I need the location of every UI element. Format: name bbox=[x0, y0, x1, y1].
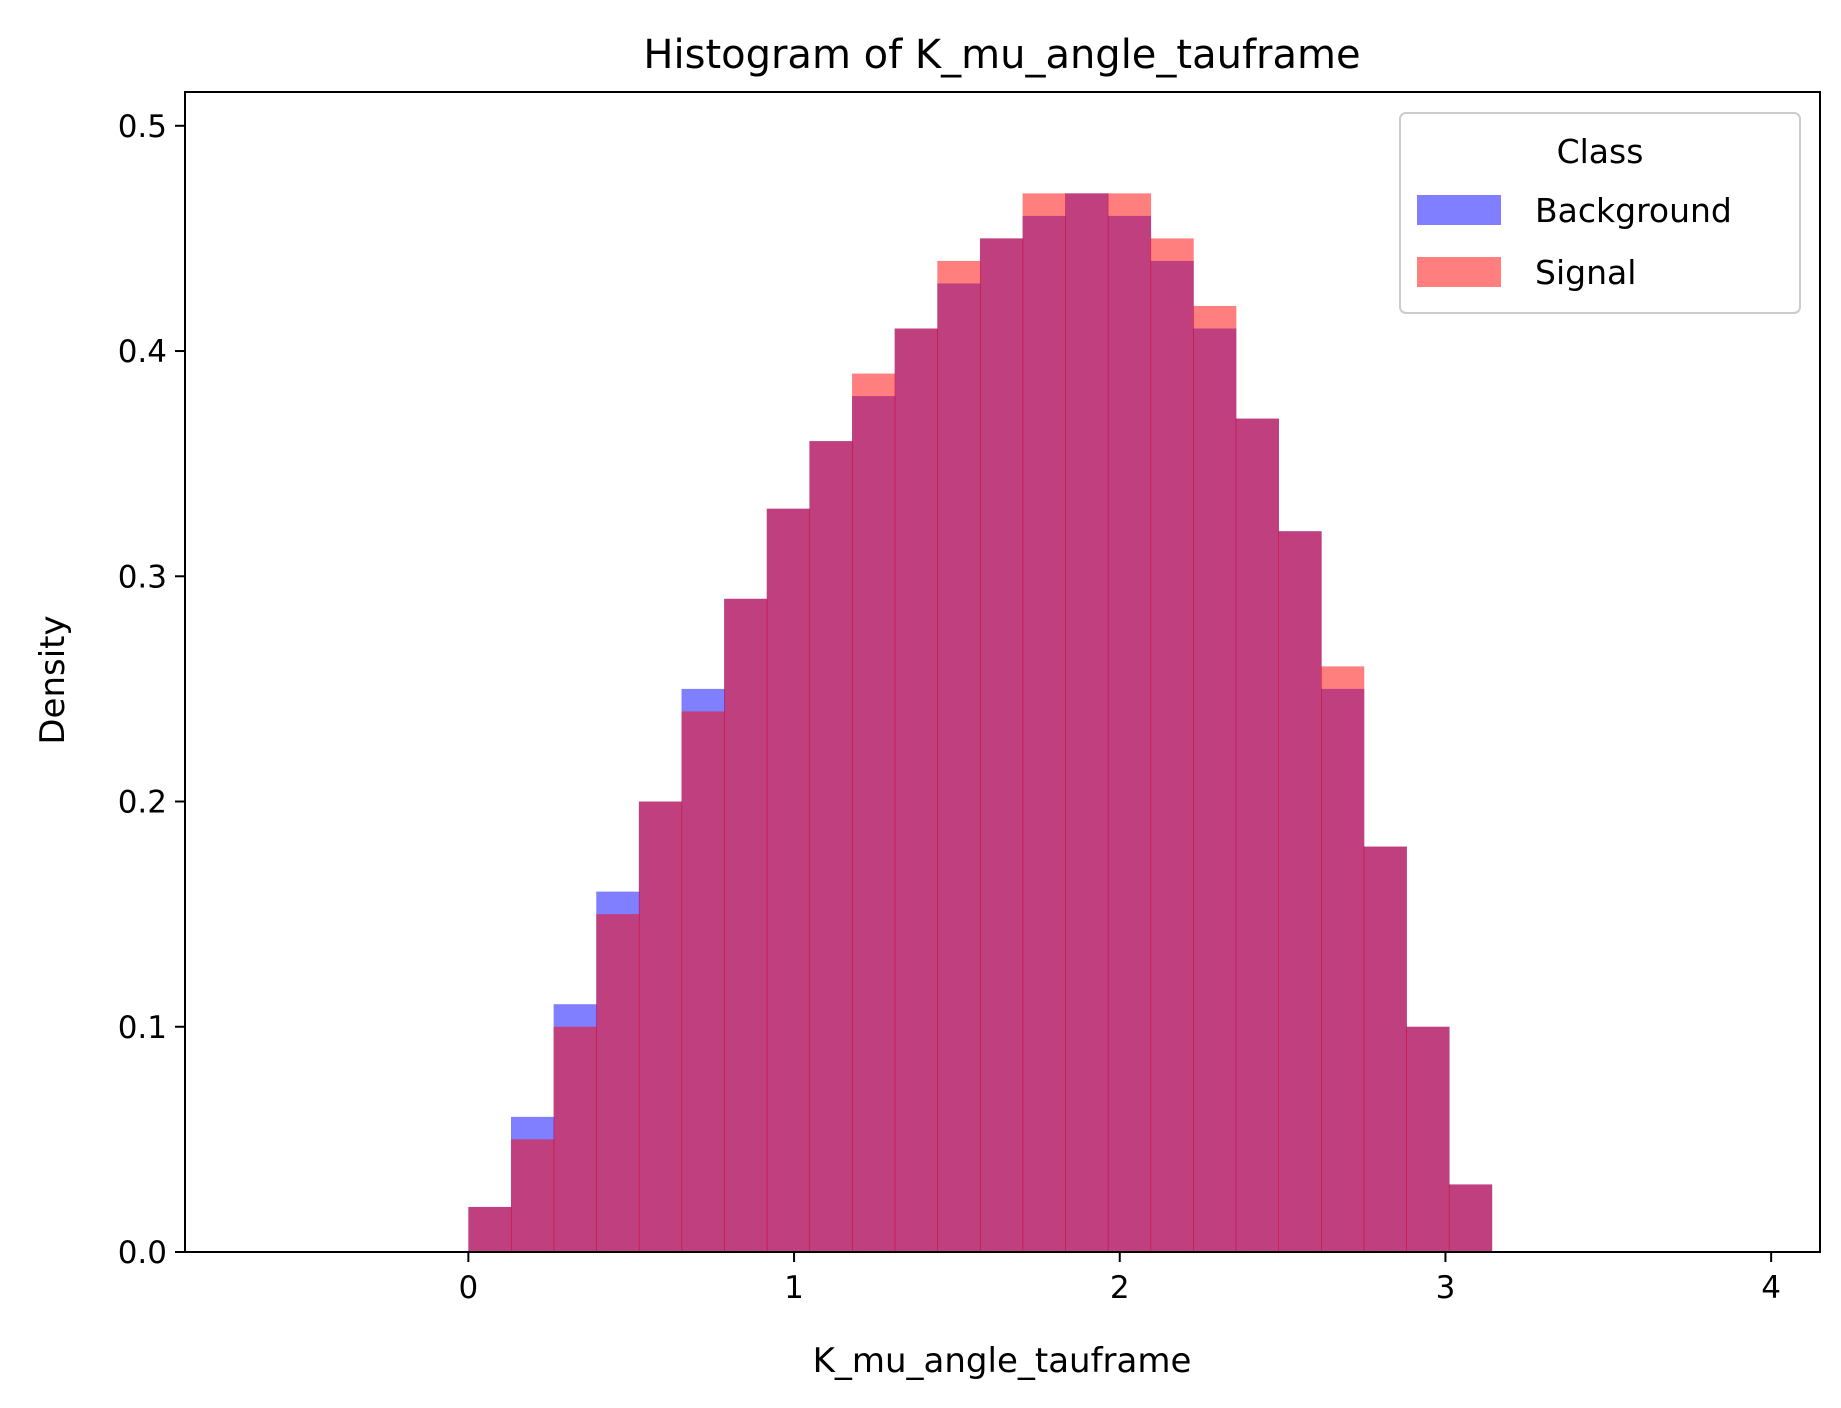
legend-label-signal: Signal bbox=[1535, 253, 1636, 292]
y-tick-label-4: 0.4 bbox=[118, 334, 167, 370]
bar-signal-22 bbox=[1406, 1026, 1450, 1252]
bar-signal-0 bbox=[468, 1206, 512, 1252]
x-tick-label-2: 2 bbox=[1110, 1270, 1130, 1306]
axes-layer: 0 1 2 3 4 0.0 0.1 0.2 0.3 0.4 0.5 bbox=[118, 91, 1821, 1306]
bar-signal-23 bbox=[1448, 1184, 1493, 1252]
bar-signal-15 bbox=[1107, 193, 1152, 1253]
bar-signal-6 bbox=[724, 598, 768, 1252]
bar-signal-1 bbox=[510, 1139, 555, 1252]
y-tick-label-0: 0.0 bbox=[118, 1235, 167, 1271]
y-tick-label-2: 0.2 bbox=[118, 785, 167, 821]
legend-swatch-background bbox=[1417, 195, 1501, 225]
bars-layer bbox=[468, 193, 1493, 1253]
bar-signal-5 bbox=[681, 711, 725, 1252]
bar-signal-16 bbox=[1150, 238, 1194, 1252]
x-tick-label-3: 3 bbox=[1436, 1270, 1456, 1306]
bar-signal-18 bbox=[1235, 418, 1279, 1253]
x-tick-label-4: 4 bbox=[1761, 1270, 1781, 1306]
legend-swatch-signal bbox=[1417, 257, 1501, 287]
y-tick-label-3: 0.3 bbox=[118, 559, 167, 595]
plot-frame bbox=[184, 91, 1821, 1253]
bar-signal-11 bbox=[937, 260, 981, 1252]
legend-title: Class bbox=[1557, 132, 1644, 171]
bar-signal-2 bbox=[553, 1026, 597, 1252]
x-axis-label: K_mu_angle_tauframe bbox=[813, 1341, 1192, 1381]
bar-signal-10 bbox=[894, 328, 938, 1252]
bar-signal-4 bbox=[638, 801, 683, 1252]
bar-signal-7 bbox=[766, 508, 811, 1252]
y-tick-label-1: 0.1 bbox=[118, 1010, 167, 1046]
y-axis-label: Density bbox=[33, 615, 73, 744]
legend-label-background: Background bbox=[1535, 191, 1732, 230]
bar-signal-8 bbox=[809, 441, 853, 1252]
bar-signal-20 bbox=[1321, 666, 1365, 1252]
y-tick-label-5: 0.5 bbox=[118, 109, 167, 145]
chart-title: Histogram of K_mu_angle_tauframe bbox=[643, 32, 1360, 78]
bar-signal-17 bbox=[1193, 305, 1237, 1253]
bar-signal-3 bbox=[596, 914, 640, 1252]
x-tick-label-1: 1 bbox=[784, 1270, 804, 1306]
x-tick-label-0: 0 bbox=[458, 1270, 478, 1306]
bar-signal-21 bbox=[1363, 846, 1407, 1252]
bar-signal-14 bbox=[1065, 193, 1109, 1253]
bar-signal-19 bbox=[1278, 531, 1322, 1252]
bar-signal-9 bbox=[852, 373, 896, 1252]
legend: Class Background Signal bbox=[1399, 112, 1801, 314]
bar-signal-13 bbox=[1022, 193, 1066, 1253]
bar-signal-12 bbox=[979, 238, 1024, 1252]
